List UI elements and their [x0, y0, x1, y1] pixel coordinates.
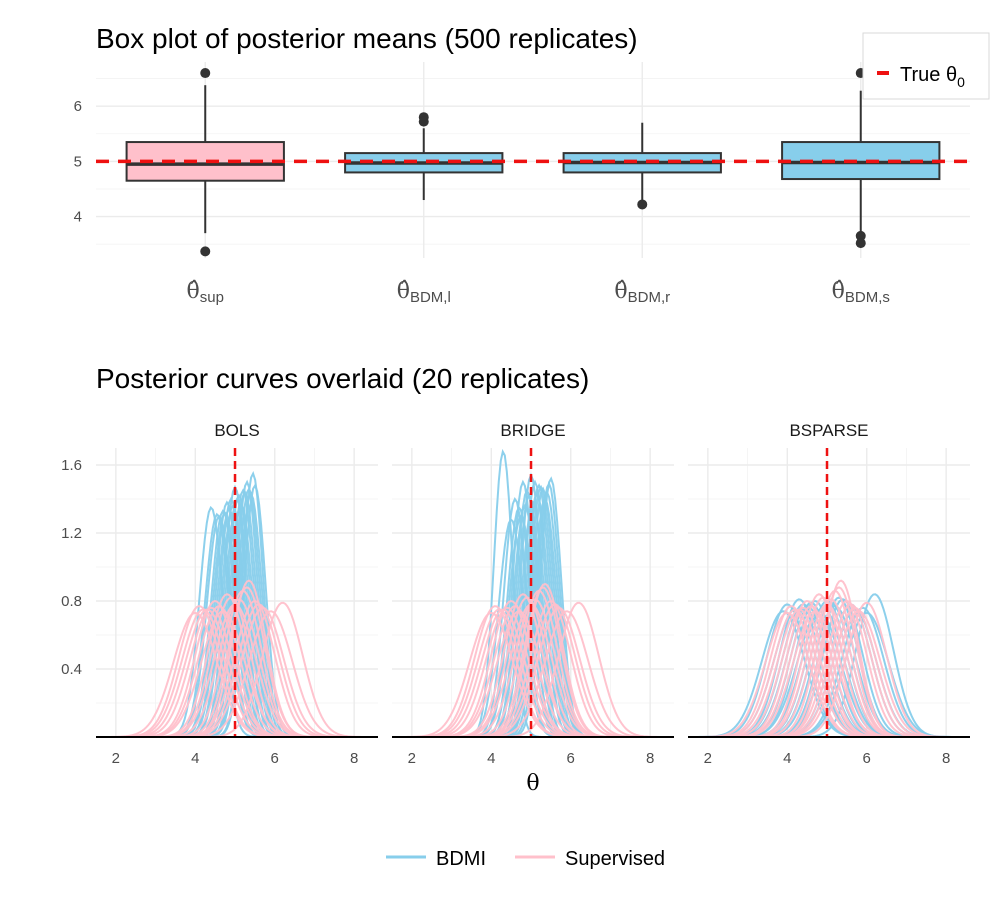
panel-x-tick-label: 6	[863, 750, 871, 767]
box-x-tick-subscript: BDM,r	[628, 289, 671, 306]
posterior-curves-title: Posterior curves overlaid (20 replicates…	[96, 363, 589, 394]
box-x-tick-subscript: BDM,s	[845, 289, 890, 306]
panel-strip-label: BRIDGE	[500, 421, 565, 440]
box-x-tick-symbol: θ̂	[832, 279, 845, 304]
box-plot-boxes	[125, 68, 941, 257]
reference-legend-label-main: True θ	[900, 64, 957, 86]
panel-x-tick-label: 8	[646, 750, 654, 767]
box-x-tick-label: θ̂BDM,l	[397, 279, 451, 306]
panel-y-tick-label: 0.8	[61, 593, 82, 610]
box-outlier-point	[200, 68, 211, 79]
panel-x-tick-label: 6	[271, 750, 279, 767]
panel-strip-label: BOLS	[214, 421, 259, 440]
panel-x-tick-label: 6	[567, 750, 575, 767]
reference-line-legend: True θ0	[862, 32, 990, 100]
box-y-tick-label: 6	[74, 98, 82, 115]
posterior-curves-section: Posterior curves overlaid (20 replicates…	[61, 363, 970, 870]
legend-label: BDMI	[436, 848, 486, 870]
panel-x-tick-label: 4	[487, 750, 495, 767]
box-outlier-point	[855, 238, 866, 249]
box-x-tick-symbol: θ̂	[397, 279, 410, 304]
series-supervised	[95, 579, 378, 738]
box-plot-title: Box plot of posterior means (500 replica…	[96, 23, 638, 54]
box-plot-x-ticks: θ̂sup θ̂BDM,l θ̂BDM,r θ̂BDM,s	[187, 279, 890, 306]
legend-entry-bdmi: BDMI	[386, 848, 486, 870]
series-legend: BDMI Supervised	[386, 848, 665, 870]
box-bdm-r	[562, 122, 722, 210]
box-bdm-l	[344, 112, 504, 201]
posterior-curves-y-ticks: 0.4 0.8 1.2 1.6	[61, 457, 82, 678]
panel-strip-label: BSPARSE	[789, 421, 868, 440]
box-x-tick-label: θ̂BDM,s	[832, 279, 890, 306]
series-bdmi	[392, 448, 674, 738]
panel-x-tick-label: 2	[704, 750, 712, 767]
box-plot-y-ticks: 4 5 6	[74, 98, 82, 225]
reference-legend-label: True θ0	[900, 64, 965, 90]
panel-x-tick-label: 2	[112, 750, 120, 767]
panel-x-tick-label: 4	[191, 750, 199, 767]
box-x-tick-subscript: BDM,l	[410, 289, 451, 306]
legend-label: Supervised	[565, 848, 665, 870]
panel-x-tick-label: 8	[942, 750, 950, 767]
series-supervised	[391, 582, 674, 738]
box-outlier-point	[200, 246, 211, 257]
box-y-tick-label: 4	[74, 209, 82, 226]
panel-bridge: BRIDGE 2 4 6 8	[391, 421, 674, 767]
panel-x-tick-label: 2	[408, 750, 416, 767]
panel-bsparse: BSPARSE 2 4 6 8	[687, 421, 970, 767]
panel-bols: BOLS 2 4 6 8	[95, 421, 378, 767]
series-supervised	[687, 579, 970, 738]
legend-entry-supervised: Supervised	[515, 848, 665, 870]
box-plot-section: Box plot of posterior means (500 replica…	[74, 23, 990, 306]
panel-y-tick-label: 1.2	[61, 525, 82, 542]
panel-y-tick-label: 0.4	[61, 661, 82, 678]
reference-legend-label-sub: 0	[957, 74, 965, 90]
box-x-tick-label: θ̂sup	[187, 279, 224, 306]
box-y-tick-label: 5	[74, 153, 82, 170]
box-outlier-point	[637, 199, 648, 210]
panel-x-tick-label: 8	[350, 750, 358, 767]
box-x-tick-symbol: θ̂	[187, 279, 200, 304]
box-outlier-point	[418, 116, 429, 127]
box-outlier-point	[855, 230, 866, 241]
box-x-tick-label: θ̂BDM,r	[614, 279, 670, 306]
box-x-tick-subscript: sup	[200, 289, 224, 306]
panel-x-tick-label: 4	[783, 750, 791, 767]
box-x-tick-symbol: θ̂	[614, 279, 627, 304]
reference-legend-frame	[862, 32, 990, 100]
x-axis-label: θ	[526, 771, 539, 796]
panel-y-tick-label: 1.6	[61, 457, 82, 474]
posterior-curves-panels: BOLS 2 4 6 8 BRIDGE 2 4 6 8 BSPARSE 2 4 6 8	[95, 421, 970, 767]
